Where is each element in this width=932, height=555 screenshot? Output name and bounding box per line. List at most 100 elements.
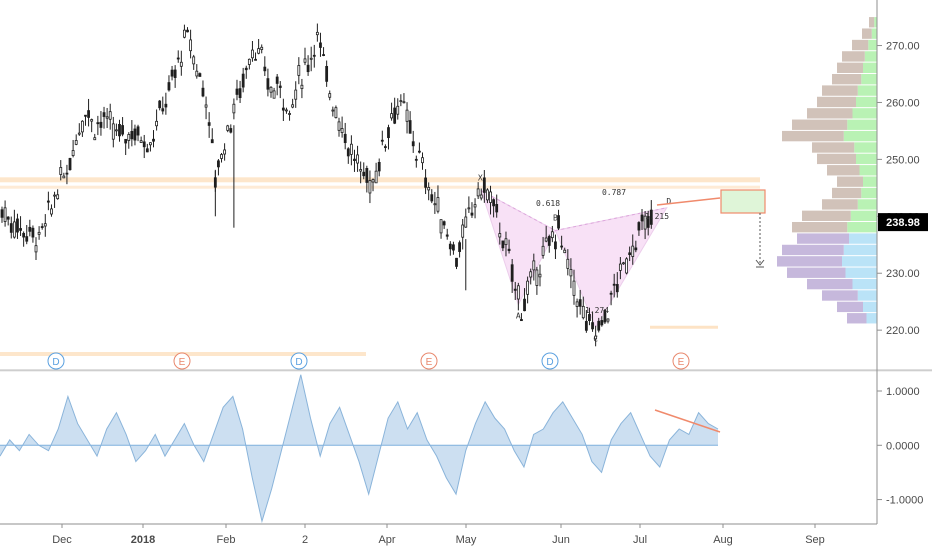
candle-body <box>291 104 295 108</box>
candle-body <box>254 58 257 61</box>
candle-body <box>204 104 208 108</box>
candle-body <box>504 238 508 246</box>
volume-profile-bar <box>861 74 877 85</box>
candle-body <box>309 57 313 60</box>
candle-body <box>377 161 381 172</box>
candle-body <box>526 280 530 295</box>
candle-body <box>455 257 458 267</box>
time-axis-label: Apr <box>378 534 395 546</box>
candle-body <box>418 150 421 153</box>
candle-body <box>557 215 560 229</box>
candle-body <box>461 224 465 238</box>
candle-body <box>458 242 461 252</box>
candle-body <box>3 207 7 222</box>
candle-body <box>173 69 177 78</box>
oscillator-line <box>0 374 719 524</box>
candle-body <box>550 231 554 239</box>
price-axis-label: 250.00 <box>886 154 920 166</box>
candle-body <box>281 107 285 111</box>
earnings-marker-label: E <box>426 357 433 368</box>
candle-body <box>238 88 242 99</box>
candle-body <box>149 142 152 146</box>
candle-body <box>87 110 90 118</box>
volume-profile-bar <box>847 222 877 233</box>
candle-body <box>486 189 489 201</box>
candle-body <box>529 271 533 278</box>
candle-body <box>31 227 35 238</box>
candle-body <box>464 216 468 228</box>
candle-body <box>161 108 165 112</box>
candle-body <box>192 56 196 65</box>
candle-body <box>65 172 69 175</box>
candle-body <box>170 69 174 77</box>
candle-body <box>229 128 233 133</box>
candle-body <box>640 214 644 222</box>
candle-body <box>470 212 474 216</box>
candle-body <box>56 194 60 200</box>
candle-body <box>523 298 526 312</box>
volume-profile-bar <box>827 165 860 176</box>
candle-body <box>80 120 84 133</box>
candle-body <box>433 203 437 206</box>
candle-body <box>124 138 128 144</box>
candle-body <box>319 42 322 48</box>
volume-profile-bar <box>777 256 842 267</box>
candle-body <box>40 226 44 228</box>
volume-profile-bar <box>792 222 848 233</box>
volume-profile-bar <box>854 142 877 153</box>
candle-body <box>244 67 248 71</box>
candle-body <box>139 140 143 143</box>
candle-body <box>235 88 239 95</box>
candle-body <box>588 314 591 321</box>
candle-body <box>597 320 601 331</box>
volume-profile-bar <box>782 130 844 142</box>
volume-profile-bar <box>863 176 877 187</box>
pattern-ratio-label: 1.215 <box>645 212 669 221</box>
time-axis: Dec 2018 Feb 2 Apr May Jun Jul Aug Sep <box>52 524 825 546</box>
candle-body <box>380 139 384 142</box>
candle-body <box>266 78 270 90</box>
candle-body <box>102 112 106 117</box>
earnings-marker <box>541 352 559 370</box>
candle-body <box>288 113 291 115</box>
candle-body <box>532 260 536 271</box>
candle-body <box>136 126 140 136</box>
candle-body <box>210 139 214 144</box>
candle-body <box>312 54 316 57</box>
time-axis-label: May <box>456 534 477 546</box>
earnings-marker <box>672 352 690 370</box>
candle-body <box>6 216 10 220</box>
candle-body <box>343 133 347 144</box>
volume-profile-bar <box>847 119 877 130</box>
candle-body <box>263 66 267 72</box>
candle-body <box>145 148 149 153</box>
candle-body <box>448 243 452 250</box>
volume-profile-bar <box>856 153 877 165</box>
candle-body <box>544 237 548 242</box>
candle-body <box>634 247 638 251</box>
volume-profile-bar <box>863 301 877 313</box>
candle-body <box>201 87 205 97</box>
candle-body <box>563 249 567 254</box>
candle-body <box>387 127 390 139</box>
candle-body <box>612 283 616 286</box>
earnings-marker <box>420 352 438 370</box>
candle-body <box>220 154 223 159</box>
projection-arrow <box>755 259 765 266</box>
candle-body <box>315 31 319 36</box>
volume-profile-bar <box>792 119 848 130</box>
earnings-marker-label: E <box>179 357 186 368</box>
candle-body <box>96 122 100 125</box>
price-candles <box>0 23 653 347</box>
volume-profile-bar <box>869 17 875 28</box>
volume-profile-bar <box>787 267 846 278</box>
earnings-marker <box>173 352 191 370</box>
candle-body <box>62 175 66 179</box>
volume-profile-bar <box>857 199 877 210</box>
time-axis-label: 2018 <box>131 534 155 546</box>
candle-body <box>272 90 276 99</box>
volume-profile-bar <box>861 187 877 199</box>
candle-body <box>167 82 171 91</box>
candle-body <box>402 101 406 104</box>
